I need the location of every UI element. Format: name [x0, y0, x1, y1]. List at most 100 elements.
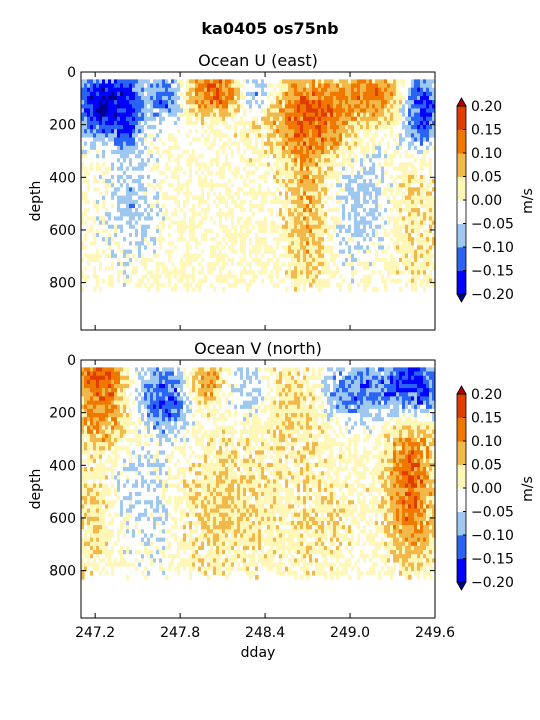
- heatmap-cell: [180, 116, 184, 122]
- heatmap-cell: [258, 108, 262, 114]
- heatmap-cell: [231, 149, 235, 155]
- heatmap-cell: [150, 282, 154, 288]
- heatmap-cell: [267, 108, 271, 114]
- heatmap-cell: [141, 262, 145, 267]
- heatmap-cell: [324, 166, 328, 172]
- heatmap-cell: [96, 174, 100, 180]
- heatmap-cell: [333, 112, 337, 118]
- heatmap-cell: [243, 133, 247, 139]
- heatmap-cell: [162, 104, 166, 110]
- heatmap-cell: [246, 183, 250, 188]
- heatmap-cell: [123, 174, 127, 180]
- heatmap-cell: [213, 228, 217, 234]
- heatmap-cell: [351, 278, 355, 284]
- heatmap-cell: [213, 104, 217, 110]
- heatmap-cell: [243, 228, 247, 234]
- heatmap-cell: [255, 233, 259, 238]
- heatmap-cell: [99, 212, 103, 217]
- heatmap-cell: [177, 174, 181, 180]
- heatmap-cell: [120, 179, 124, 184]
- heatmap-cell: [81, 137, 85, 143]
- heatmap-cell: [177, 179, 181, 184]
- heatmap-cell: [324, 96, 328, 101]
- heatmap-cell: [279, 203, 283, 209]
- heatmap-cell: [375, 241, 379, 247]
- heatmap-cell: [117, 179, 121, 184]
- heatmap-cell: [312, 129, 316, 134]
- heatmap-cell: [219, 257, 223, 263]
- heatmap-cell: [312, 199, 316, 205]
- heatmap-cell: [276, 116, 280, 122]
- heatmap-cell: [180, 149, 184, 155]
- heatmap-cell: [306, 282, 310, 288]
- heatmap-cell: [342, 266, 346, 271]
- heatmap-cell: [246, 79, 250, 85]
- heatmap-cell: [96, 199, 100, 205]
- heatmap-cell: [108, 116, 112, 122]
- heatmap-cell: [318, 145, 322, 151]
- heatmap-cell: [93, 149, 97, 155]
- heatmap-cell: [291, 183, 295, 188]
- heatmap-cell: [369, 216, 373, 222]
- heatmap-cell: [273, 174, 277, 180]
- heatmap-cell: [246, 203, 250, 209]
- heatmap-cell: [150, 112, 154, 118]
- heatmap-cell: [327, 208, 331, 213]
- heatmap-cell: [150, 187, 154, 193]
- heatmap-cell: [273, 282, 277, 288]
- heatmap-cell: [351, 199, 355, 205]
- heatmap-cell: [237, 278, 241, 284]
- heatmap-cell: [375, 278, 379, 284]
- heatmap-cell: [375, 96, 379, 101]
- heatmap-cell: [321, 282, 325, 288]
- heatmap-cell: [108, 112, 112, 118]
- heatmap-cell: [141, 149, 145, 155]
- heatmap-cell: [156, 112, 160, 118]
- heatmap-cell: [93, 83, 97, 89]
- heatmap-cell: [102, 108, 106, 114]
- heatmap-cell: [180, 179, 184, 184]
- heatmap-cell: [213, 286, 217, 292]
- heatmap-cell: [297, 216, 301, 222]
- heatmap-cell: [99, 183, 103, 188]
- heatmap-cell: [246, 104, 250, 110]
- heatmap-cell: [153, 96, 157, 101]
- heatmap-cell: [231, 216, 235, 222]
- heatmap-cell: [255, 199, 259, 205]
- heatmap-cell: [228, 166, 232, 172]
- heatmap-cell: [327, 112, 331, 118]
- heatmap-cell: [198, 100, 202, 105]
- heatmap-cell: [357, 249, 361, 255]
- heatmap-cell: [249, 141, 253, 147]
- heatmap-cell: [270, 191, 274, 197]
- heatmap-cell: [210, 187, 214, 193]
- heatmap-cell: [168, 120, 172, 126]
- heatmap-cell: [216, 199, 220, 205]
- heatmap-cell: [144, 129, 148, 134]
- heatmap-cell: [195, 125, 199, 130]
- heatmap-cell: [354, 203, 358, 209]
- heatmap-cell: [318, 203, 322, 209]
- heatmap-cell: [159, 245, 163, 251]
- heatmap-cell: [171, 262, 175, 267]
- heatmap-cell: [348, 91, 352, 97]
- heatmap-cell: [93, 137, 97, 143]
- heatmap-cell: [312, 233, 316, 238]
- heatmap-cell: [315, 149, 319, 155]
- heatmap-cell: [96, 208, 100, 213]
- heatmap-cell: [315, 257, 319, 263]
- heatmap-cell: [255, 245, 259, 251]
- heatmap-cell: [111, 137, 115, 143]
- heatmap-cell: [171, 129, 175, 134]
- heatmap-cell: [165, 162, 169, 168]
- heatmap-cell: [288, 145, 292, 151]
- heatmap-cell: [363, 129, 367, 134]
- heatmap-cell: [228, 208, 232, 213]
- heatmap-cell: [216, 249, 220, 255]
- heatmap-cell: [93, 166, 97, 172]
- heatmap-cell: [264, 266, 268, 271]
- heatmap-cell: [141, 253, 145, 259]
- heatmap-cell: [258, 129, 262, 134]
- heatmap-cell: [324, 158, 328, 163]
- heatmap-cell: [216, 149, 220, 155]
